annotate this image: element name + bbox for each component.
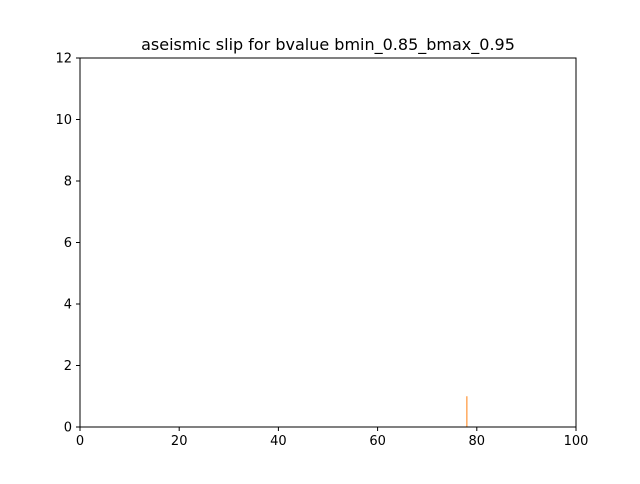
x-tick-label: 0: [76, 434, 84, 449]
plot-area: 0 20 40 60 80 100 0 2 4 6 8 10 12: [55, 52, 588, 450]
x-tick-label: 40: [270, 434, 287, 449]
y-tick-label: 0: [64, 421, 72, 436]
y-tick-label: 12: [55, 52, 72, 67]
x-tick-label: 100: [564, 434, 589, 449]
y-tick-label: 4: [64, 298, 72, 313]
y-tick-label: 10: [55, 113, 72, 128]
y-tick-label: 6: [64, 236, 72, 251]
x-tick-label: 80: [469, 434, 486, 449]
y-tick-label: 8: [64, 175, 72, 190]
x-tick-label: 20: [171, 434, 188, 449]
chart-title: aseismic slip for bvalue bmin_0.85_bmax_…: [141, 35, 515, 55]
x-tick-label: 60: [369, 434, 386, 449]
y-tick-label: 2: [64, 359, 72, 374]
